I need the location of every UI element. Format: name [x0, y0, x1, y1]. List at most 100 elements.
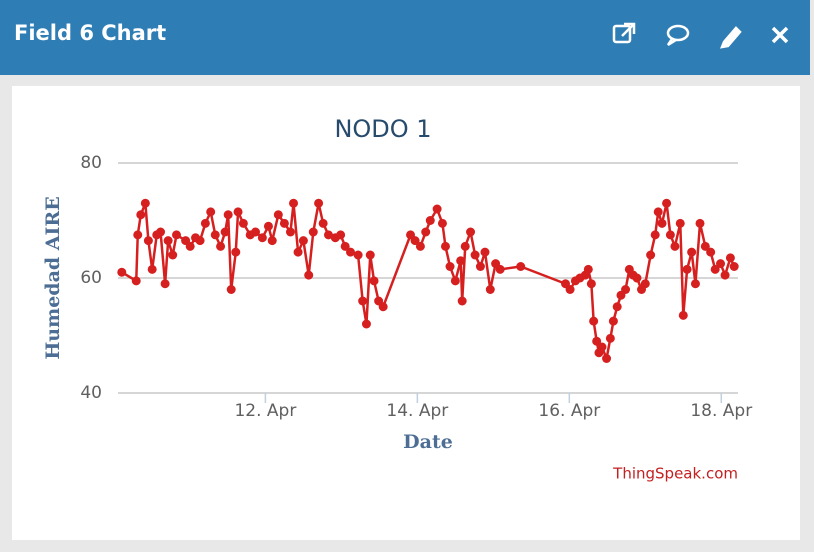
header-icons: [612, 22, 789, 49]
data-point: [565, 285, 575, 294]
data-point: [231, 247, 241, 257]
data-point: [710, 264, 720, 274]
data-point: [437, 218, 447, 228]
data-point: [238, 218, 248, 228]
data-point: [185, 241, 195, 251]
data-point: [365, 250, 375, 260]
open-icon[interactable]: [612, 22, 636, 44]
data-point: [700, 241, 710, 251]
data-point: [131, 276, 141, 286]
data-point: [665, 230, 675, 240]
data-point: [605, 333, 615, 343]
data-point: [650, 230, 660, 240]
data-point: [216, 241, 226, 251]
data-point: [687, 247, 697, 257]
data-point: [200, 218, 210, 228]
y-axis-label: Humedad AIRE: [42, 196, 64, 359]
data-point: [346, 247, 355, 257]
data-point: [445, 262, 455, 271]
data-point: [586, 279, 596, 289]
y-tick-label: 40: [80, 383, 102, 403]
data-point: [583, 264, 593, 274]
comment-icon[interactable]: [666, 24, 690, 47]
data-point: [156, 227, 166, 237]
data-point: [725, 253, 735, 263]
data-point: [425, 216, 435, 225]
data-point: [168, 250, 178, 260]
data-point: [690, 279, 700, 289]
x-tick-label: 14. Apr: [386, 401, 448, 421]
data-point: [233, 207, 243, 217]
data-point: [632, 273, 642, 283]
data-point: [608, 316, 618, 326]
data-point: [597, 342, 607, 352]
data-point: [657, 218, 667, 228]
data-point: [136, 210, 146, 220]
data-point: [163, 236, 173, 246]
data-point: [475, 262, 485, 271]
data-point: [369, 276, 379, 286]
data-point: [415, 241, 425, 251]
data-point: [670, 241, 680, 251]
data-point: [314, 198, 324, 208]
data-point: [361, 319, 371, 329]
data-point: [308, 227, 318, 237]
data-point: [516, 262, 526, 271]
data-point: [285, 227, 295, 237]
header-title: Field 6 Chart: [14, 21, 166, 45]
y-tick-label: 80: [80, 153, 102, 173]
x-tick-label: 16. Apr: [538, 401, 600, 421]
data-point: [450, 276, 460, 286]
data-point: [226, 285, 236, 294]
data-point: [206, 207, 216, 217]
data-point: [421, 227, 431, 237]
data-point: [304, 270, 314, 280]
data-point: [147, 264, 157, 274]
close-icon[interactable]: [771, 26, 789, 44]
data-point: [706, 247, 716, 257]
data-point: [653, 207, 663, 217]
credits: ThingSpeak.com: [612, 465, 738, 483]
data-point: [457, 296, 467, 306]
data-point: [589, 316, 599, 326]
data-point: [678, 310, 688, 320]
data-point: [358, 296, 368, 306]
data-point: [662, 198, 672, 208]
data-point: [485, 285, 495, 294]
data-point: [289, 198, 299, 208]
data-point: [210, 230, 220, 240]
data-point: [602, 354, 612, 363]
data-point: [318, 218, 328, 228]
data-point: [279, 218, 289, 228]
data-point: [298, 236, 308, 246]
chart-card: [12, 86, 800, 540]
data-point: [378, 302, 388, 312]
data-point: [682, 264, 692, 274]
data-point: [293, 247, 303, 257]
data-point: [470, 250, 480, 260]
data-point: [273, 210, 283, 220]
data-point: [133, 230, 143, 240]
data-point: [480, 247, 490, 257]
data-point: [117, 267, 127, 277]
data-point: [267, 236, 277, 246]
edit-icon[interactable]: [720, 26, 742, 49]
y-tick-label: 60: [80, 268, 102, 288]
x-tick-label: 18. Apr: [690, 401, 752, 421]
data-point: [612, 302, 622, 312]
data-point: [220, 227, 230, 237]
data-point: [140, 198, 150, 208]
data-point: [675, 218, 685, 228]
data-point: [495, 264, 505, 274]
chart-title: NODO 1: [334, 115, 431, 143]
data-point: [172, 230, 182, 240]
data-point: [720, 270, 730, 280]
data-point: [263, 221, 273, 231]
data-point: [466, 227, 476, 237]
plot: 40 60 80 12. Apr 14. Apr 16. Apr 18. Apr: [80, 153, 752, 421]
header-bar: [0, 0, 810, 75]
data-point: [336, 230, 346, 240]
data-point: [432, 204, 442, 214]
